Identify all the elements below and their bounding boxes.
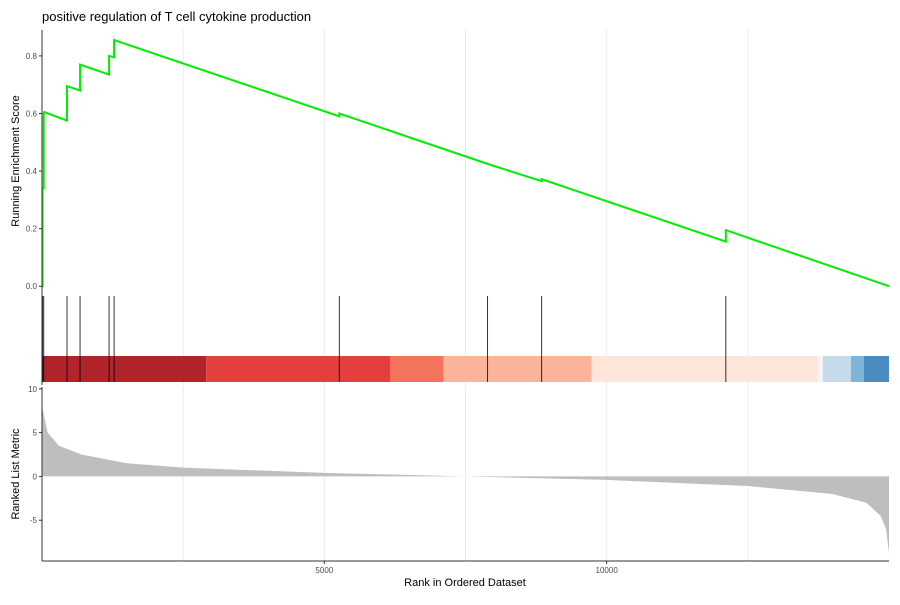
y-tick-label: 0: [33, 472, 38, 481]
y-tick-label: -5: [30, 516, 38, 525]
metric-ylabel: Ranked List Metric: [10, 428, 22, 520]
y-tick-label: 0.4: [26, 167, 38, 176]
y-tick-label: 0.2: [26, 225, 38, 234]
hits-panel: [41, 292, 889, 385]
color-band-segment: [591, 356, 818, 382]
chart-title: positive regulation of T cell cytokine p…: [42, 9, 311, 24]
color-band-segment: [822, 356, 851, 382]
color-band-segment: [443, 356, 592, 382]
color-band-segment: [390, 356, 444, 382]
ranked-metric-area: [42, 406, 889, 554]
y-tick-label: 0.8: [26, 52, 38, 61]
metric-panel: 10 5 0 -5 5000 10000: [28, 385, 889, 575]
y-tick-label: 0.6: [26, 109, 38, 118]
color-band-segment: [42, 356, 207, 382]
enrichment-score-line: [41, 38, 890, 288]
y-tick-label: 0.0: [26, 282, 38, 291]
color-band-segment: [863, 356, 889, 382]
y-tick-label: 10: [28, 385, 37, 394]
color-band-segment: [817, 356, 823, 382]
x-axis-label: Rank in Ordered Dataset: [404, 577, 526, 589]
es-panel: 0.0 0.2 0.4 0.6 0.8: [26, 30, 890, 292]
x-tick-label: 5000: [315, 566, 333, 575]
y-tick-label: 5: [33, 429, 38, 438]
color-band-segment: [850, 356, 864, 382]
color-band-segment: [206, 356, 391, 382]
x-tick-label: 10000: [596, 566, 619, 575]
es-ylabel: Running Enrichment Score: [10, 95, 22, 226]
